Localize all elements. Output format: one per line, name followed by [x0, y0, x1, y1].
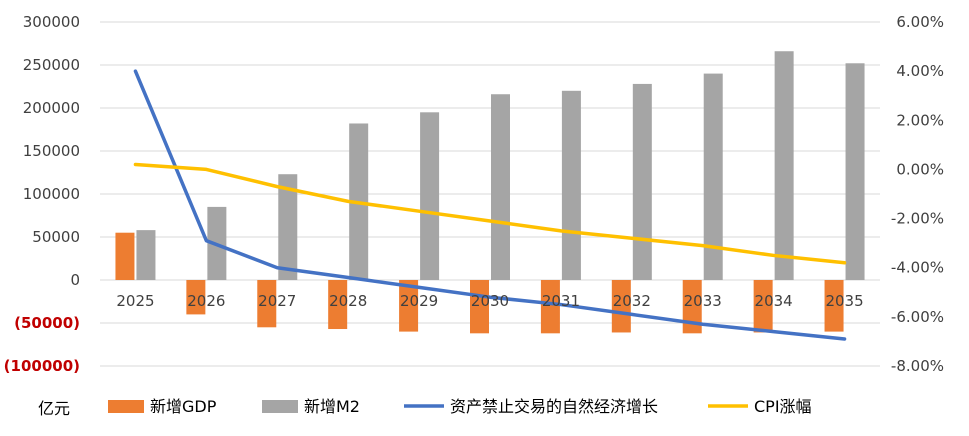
gridlines: [100, 21, 880, 367]
bar-m2: [278, 174, 298, 280]
legend-label: CPI涨幅: [754, 397, 812, 416]
x-tick-label: 2027: [258, 292, 296, 310]
x-tick-label: 2035: [825, 292, 863, 310]
legend-label: 新增GDP: [150, 397, 217, 416]
right-tick-label: -4.00%: [891, 259, 944, 277]
x-tick-label: 2029: [400, 292, 438, 310]
line-natural-growth: [133, 69, 847, 341]
x-tick-label: 2030: [471, 292, 509, 310]
bar-m2: [845, 63, 865, 280]
bar-gdp: [115, 232, 135, 280]
left-tick-label: 300000: [23, 13, 80, 31]
bar-series: [115, 51, 865, 334]
left-tick-label: (100000): [4, 357, 80, 375]
x-tick-label: 2028: [329, 292, 367, 310]
right-tick-label: -6.00%: [891, 308, 944, 326]
left-tick-label: 50000: [32, 228, 80, 246]
right-tick-label: -8.00%: [891, 357, 944, 375]
x-tick-label: 2034: [755, 292, 793, 310]
right-tick-label: 0.00%: [896, 160, 944, 178]
left-axis-ticks: 300000 250000 200000 150000 100000 50000 0 (500…: [4, 13, 80, 375]
bar-m2: [774, 51, 794, 280]
left-tick-label: 150000: [23, 142, 80, 160]
legend-label: 新增M2: [304, 397, 360, 416]
unit-label: 亿元: [38, 399, 70, 418]
left-tick-label: 200000: [23, 99, 80, 117]
x-tick-label: 2032: [613, 292, 651, 310]
bar-m2: [491, 94, 510, 281]
x-tick-label: 2033: [684, 292, 722, 310]
legend-label: 资产禁止交易的自然经济增长: [450, 397, 658, 416]
x-tick-label: 2031: [542, 292, 580, 310]
right-axis-ticks: 6.00% 4.00% 2.00% 0.00% -2.00% -4.00% -6.00% -8…: [891, 13, 944, 375]
x-tick-label: 2025: [116, 292, 154, 310]
left-tick-label: 250000: [23, 56, 80, 74]
bar-m2: [420, 112, 440, 280]
right-tick-label: 4.00%: [896, 62, 944, 80]
bar-gdp: [611, 280, 631, 333]
bar-m2: [703, 73, 723, 280]
legend-swatch: [108, 400, 144, 413]
x-axis-ticks: 2025 2026 2027 2028 2029 2030 2031 2032 2033 2034…: [116, 292, 863, 310]
left-tick-label: 100000: [23, 185, 80, 203]
bar-gdp: [753, 280, 773, 333]
bar-gdp: [824, 280, 844, 332]
right-tick-label: -2.00%: [891, 210, 944, 228]
bar-m2: [136, 230, 156, 280]
right-tick-label: 2.00%: [896, 111, 944, 129]
left-tick-label: 0: [70, 271, 80, 289]
bar-gdp: [328, 280, 348, 330]
right-tick-label: 6.00%: [896, 13, 944, 31]
bar-gdp: [186, 280, 206, 315]
left-tick-label: (50000): [14, 314, 80, 332]
legend-swatch: [262, 400, 298, 413]
bar-m2: [561, 90, 581, 280]
x-tick-label: 2026: [187, 292, 225, 310]
bar-gdp: [682, 280, 702, 334]
line-cpi: [133, 162, 847, 265]
bar-gdp: [257, 280, 277, 328]
legend: 亿元 新增GDP 新增M2 资产禁止交易的自然经济增长 CPI涨幅: [38, 397, 812, 418]
bar-gdp: [399, 280, 419, 332]
line-series: [133, 69, 847, 341]
bar-m2: [632, 83, 652, 280]
bar-gdp: [540, 280, 560, 334]
